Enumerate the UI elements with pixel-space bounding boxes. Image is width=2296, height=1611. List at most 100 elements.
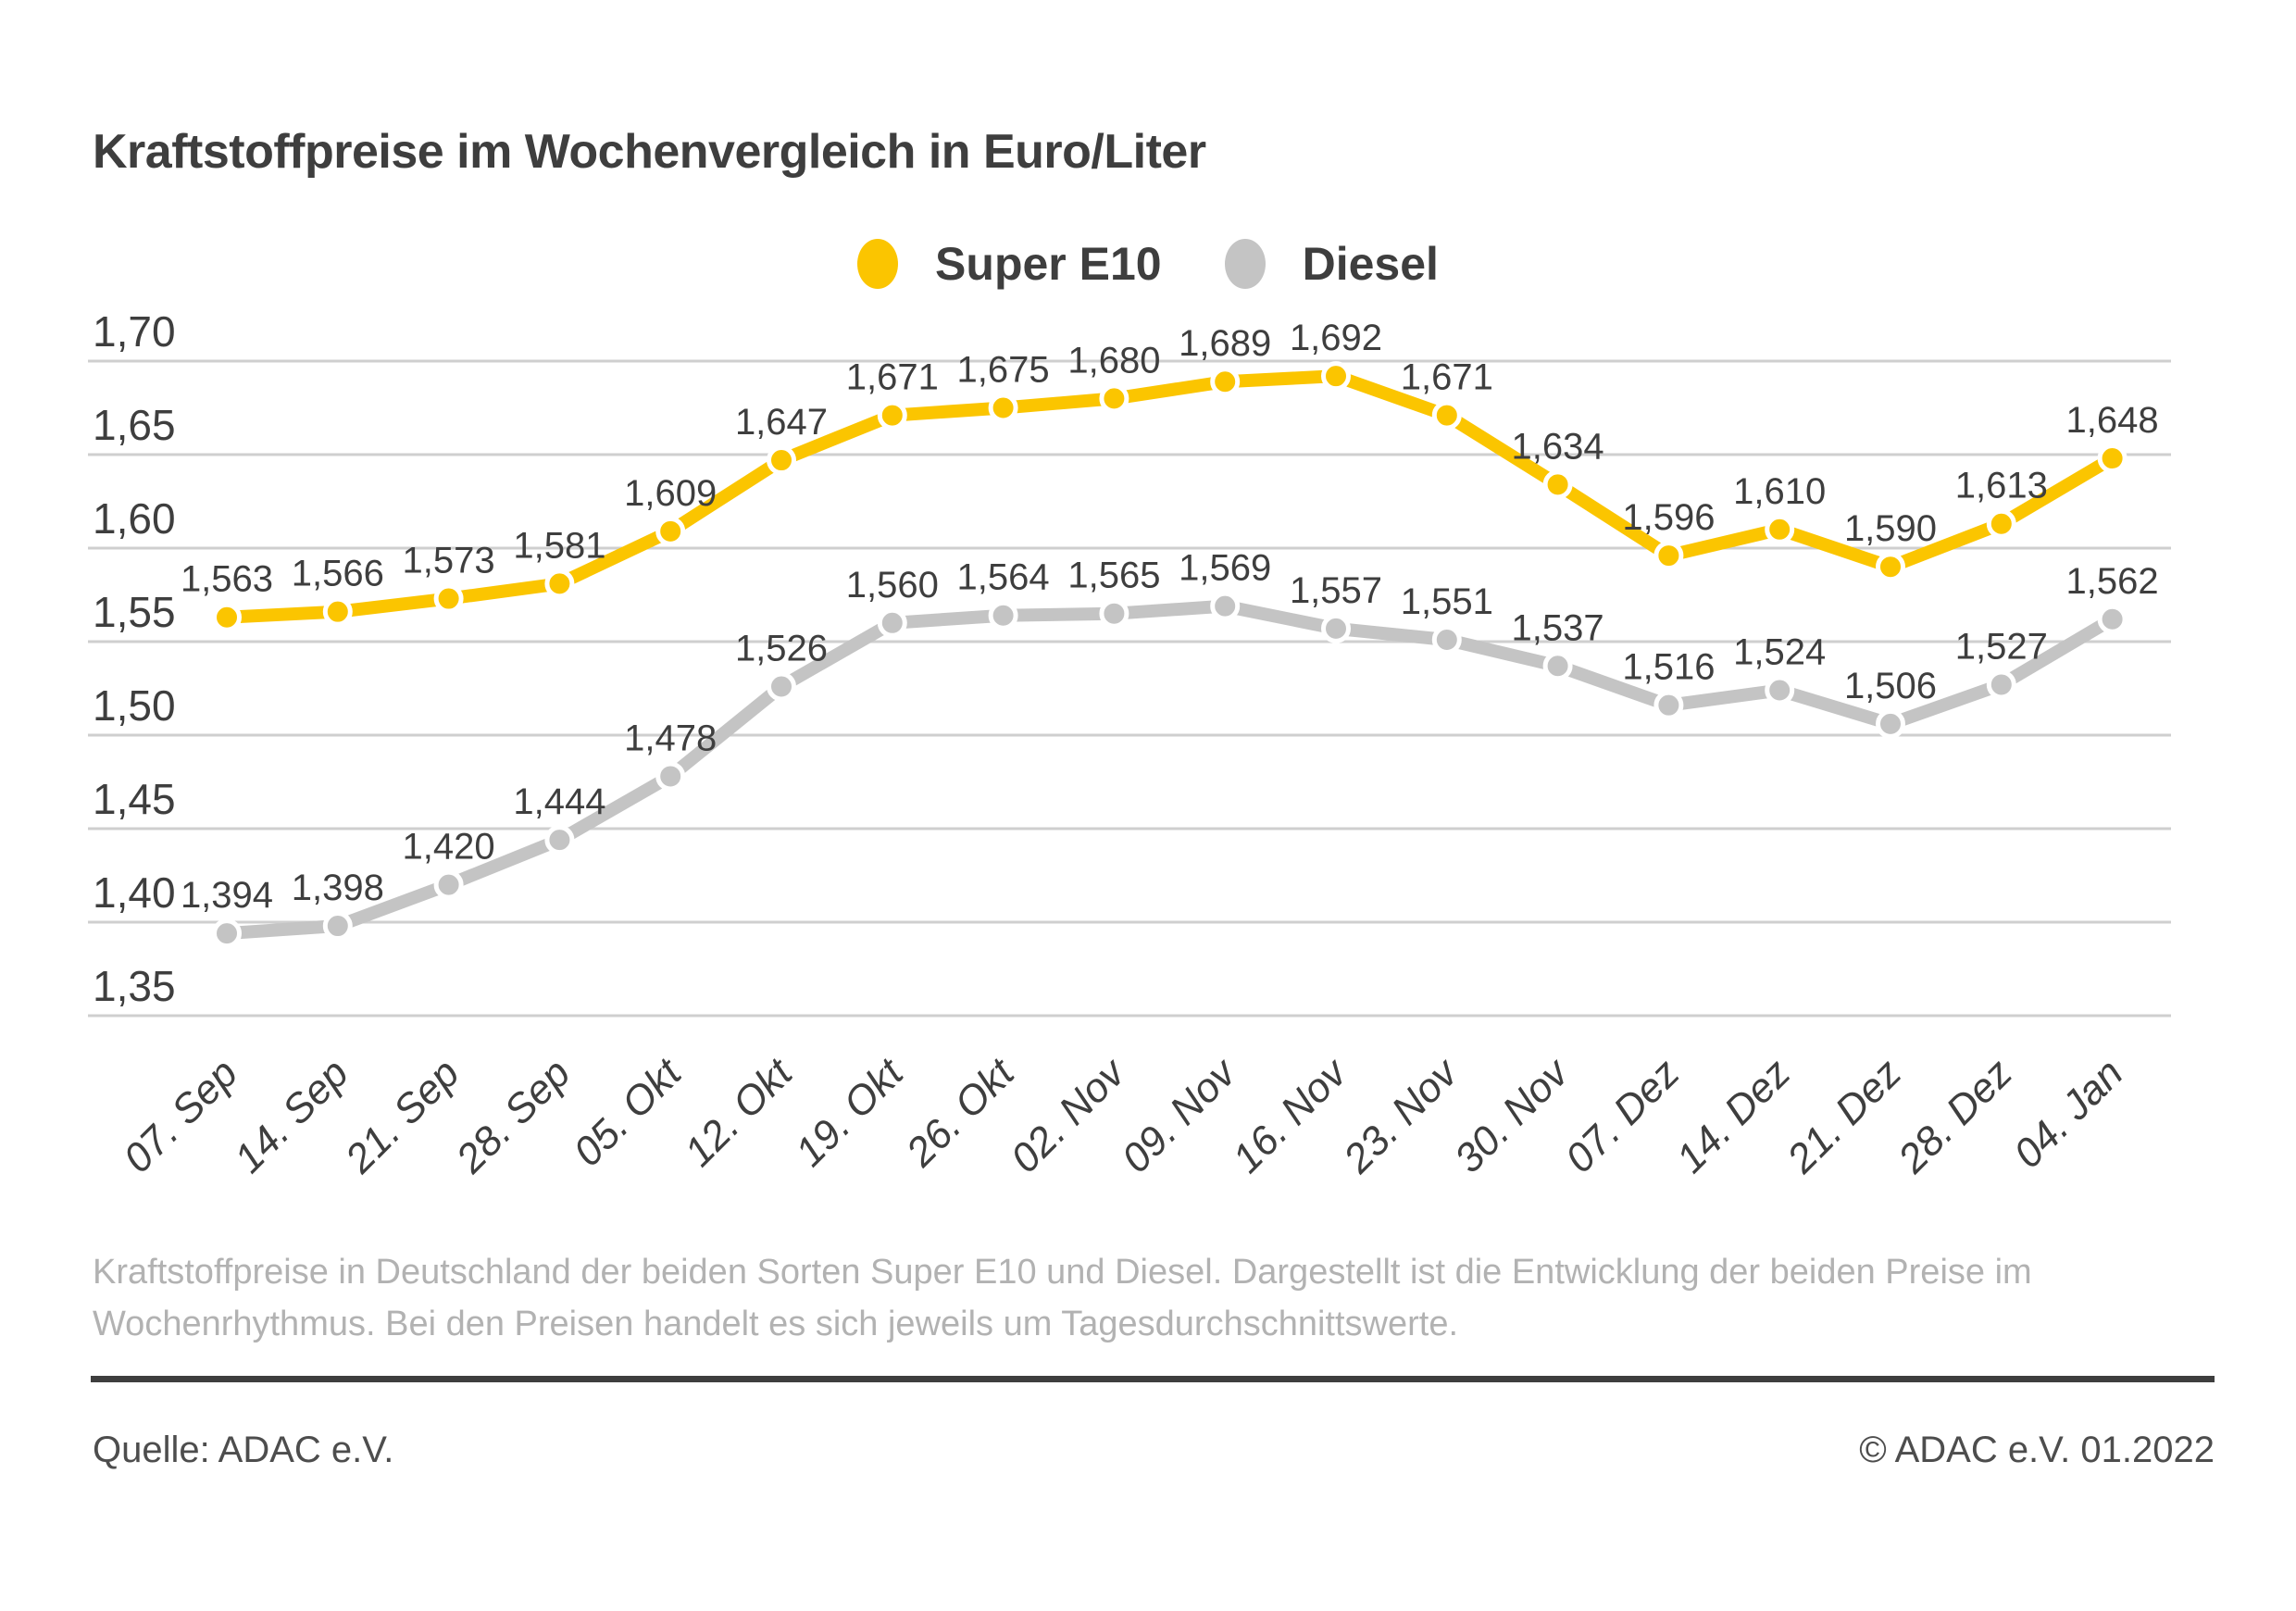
value-label-super-e10: 1,692 <box>1290 318 1382 358</box>
source-right: © ADAC e.V. 01.2022 <box>1859 1430 2215 1470</box>
x-axis-label: 23. Nov <box>1334 1048 1468 1182</box>
value-label-diesel: 1,478 <box>624 718 717 758</box>
chart-title: Kraftstoffpreise im Wochenvergleich in E… <box>93 125 1206 179</box>
legend-label-diesel: Diesel <box>1302 238 1439 290</box>
x-axis-label: 02. Nov <box>1003 1048 1136 1181</box>
data-point-diesel <box>1986 669 2016 700</box>
series-line-super-e10 <box>220 369 2119 624</box>
value-label-diesel: 1,444 <box>513 781 605 822</box>
data-point-diesel <box>1099 598 1129 629</box>
source-left: Quelle: ADAC e.V. <box>93 1430 394 1470</box>
x-axis-label: 12. Okt <box>676 1049 802 1175</box>
x-axis-label: 04. Jan <box>2005 1050 2132 1177</box>
data-point-diesel <box>1542 651 1573 681</box>
data-point-super-e10 <box>433 583 464 614</box>
data-point-diesel <box>1321 613 1351 643</box>
data-point-super-e10 <box>1986 508 2016 539</box>
y-axis-label: 1,65 <box>93 401 176 449</box>
value-label-diesel: 1,557 <box>1290 570 1382 611</box>
x-axis-label: 09. Nov <box>1113 1048 1246 1181</box>
x-axis-label: 21. Dez <box>1778 1050 1910 1182</box>
series-line-diesel <box>220 599 2119 941</box>
x-axis-label: 28. Sep <box>447 1050 580 1182</box>
value-label-super-e10: 1,610 <box>1733 471 1826 512</box>
data-point-diesel <box>2097 604 2128 634</box>
value-label-diesel: 1,394 <box>181 875 273 916</box>
value-label-diesel: 1,398 <box>292 868 384 908</box>
source-row: Quelle: ADAC e.V. © ADAC e.V. 01.2022 <box>93 1430 2215 1471</box>
legend: Super E10 Diesel <box>0 237 2296 291</box>
value-label-super-e10: 1,596 <box>1622 497 1715 538</box>
value-label-super-e10: 1,590 <box>1844 508 1937 549</box>
value-label-super-e10: 1,675 <box>957 350 1050 391</box>
y-axis-label: 1,40 <box>93 868 176 917</box>
data-point-diesel <box>877 607 907 638</box>
footnote-line-2: Wochenrhythmus. Bei den Preisen handelt … <box>93 1305 1459 1343</box>
value-label-diesel: 1,560 <box>846 565 939 606</box>
x-axis-label: 14. Dez <box>1667 1050 1799 1181</box>
value-label-diesel: 1,564 <box>957 557 1050 598</box>
value-label-super-e10: 1,671 <box>1401 357 1493 398</box>
value-label-diesel: 1,506 <box>1844 666 1937 706</box>
value-label-diesel: 1,562 <box>2066 561 2159 602</box>
data-point-diesel <box>767 671 796 702</box>
value-label-super-e10: 1,573 <box>403 541 495 581</box>
divider-rule <box>91 1376 2215 1382</box>
x-axis-label: 30. Nov <box>1446 1048 1579 1181</box>
legend-label-super-e10: Super E10 <box>935 238 1162 290</box>
super-e10-marker-icon <box>857 239 899 289</box>
x-axis-label: 07. Sep <box>115 1050 246 1181</box>
value-label-diesel: 1,565 <box>1067 556 1160 596</box>
data-point-diesel <box>1765 675 1795 706</box>
data-point-super-e10 <box>1099 383 1129 414</box>
value-label-super-e10: 1,689 <box>1179 323 1271 364</box>
x-axis-label: 26. Okt <box>897 1049 1024 1176</box>
data-point-super-e10 <box>1210 367 1241 397</box>
x-axis-label: 28. Dez <box>1889 1050 2021 1182</box>
x-axis-label: 05. Okt <box>565 1049 691 1175</box>
value-label-super-e10: 1,671 <box>846 357 939 398</box>
data-point-super-e10 <box>988 393 1018 423</box>
data-point-super-e10 <box>1321 361 1351 392</box>
x-axis-label: 14. Sep <box>226 1050 357 1181</box>
footnote-line-1: Kraftstoffpreise in Deutschland der beid… <box>93 1253 2032 1292</box>
data-point-super-e10 <box>212 602 242 632</box>
value-label-super-e10: 1,566 <box>292 554 384 594</box>
value-label-super-e10: 1,581 <box>513 525 605 566</box>
x-axis-label: 19. Okt <box>787 1049 913 1175</box>
data-point-super-e10 <box>544 568 575 599</box>
y-axis-label: 1,45 <box>93 775 176 823</box>
x-axis-label: 16. Nov <box>1224 1048 1357 1181</box>
data-point-super-e10 <box>877 400 907 431</box>
value-label-super-e10: 1,648 <box>2066 400 2159 441</box>
diesel-marker-icon <box>1224 239 1266 289</box>
value-label-super-e10: 1,613 <box>1955 466 2048 506</box>
value-label-diesel: 1,526 <box>735 628 828 668</box>
y-axis-label: 1,60 <box>93 494 176 543</box>
value-label-diesel: 1,537 <box>1512 607 1604 648</box>
data-point-diesel <box>1210 591 1241 621</box>
data-point-super-e10 <box>2097 443 2128 474</box>
value-label-diesel: 1,524 <box>1733 632 1826 673</box>
y-axis-label: 1,35 <box>93 962 176 1010</box>
data-point-super-e10 <box>767 445 796 476</box>
value-label-diesel: 1,569 <box>1179 548 1271 589</box>
data-point-super-e10 <box>1653 541 1684 571</box>
data-point-diesel <box>433 869 464 900</box>
value-label-diesel: 1,527 <box>1955 626 2048 667</box>
data-point-diesel <box>988 600 1018 631</box>
data-point-diesel <box>544 825 575 855</box>
value-label-diesel: 1,420 <box>403 827 495 868</box>
value-label-diesel: 1,551 <box>1401 581 1493 622</box>
data-point-super-e10 <box>322 596 353 627</box>
data-point-diesel <box>1431 624 1462 655</box>
x-axis-label: 07. Dez <box>1557 1050 1689 1181</box>
value-label-super-e10: 1,647 <box>735 402 828 443</box>
data-point-diesel <box>1876 708 1905 739</box>
data-point-diesel <box>322 911 353 942</box>
data-point-super-e10 <box>1876 552 1905 582</box>
y-axis-label: 1,70 <box>93 307 176 356</box>
value-label-super-e10: 1,634 <box>1512 426 1604 467</box>
